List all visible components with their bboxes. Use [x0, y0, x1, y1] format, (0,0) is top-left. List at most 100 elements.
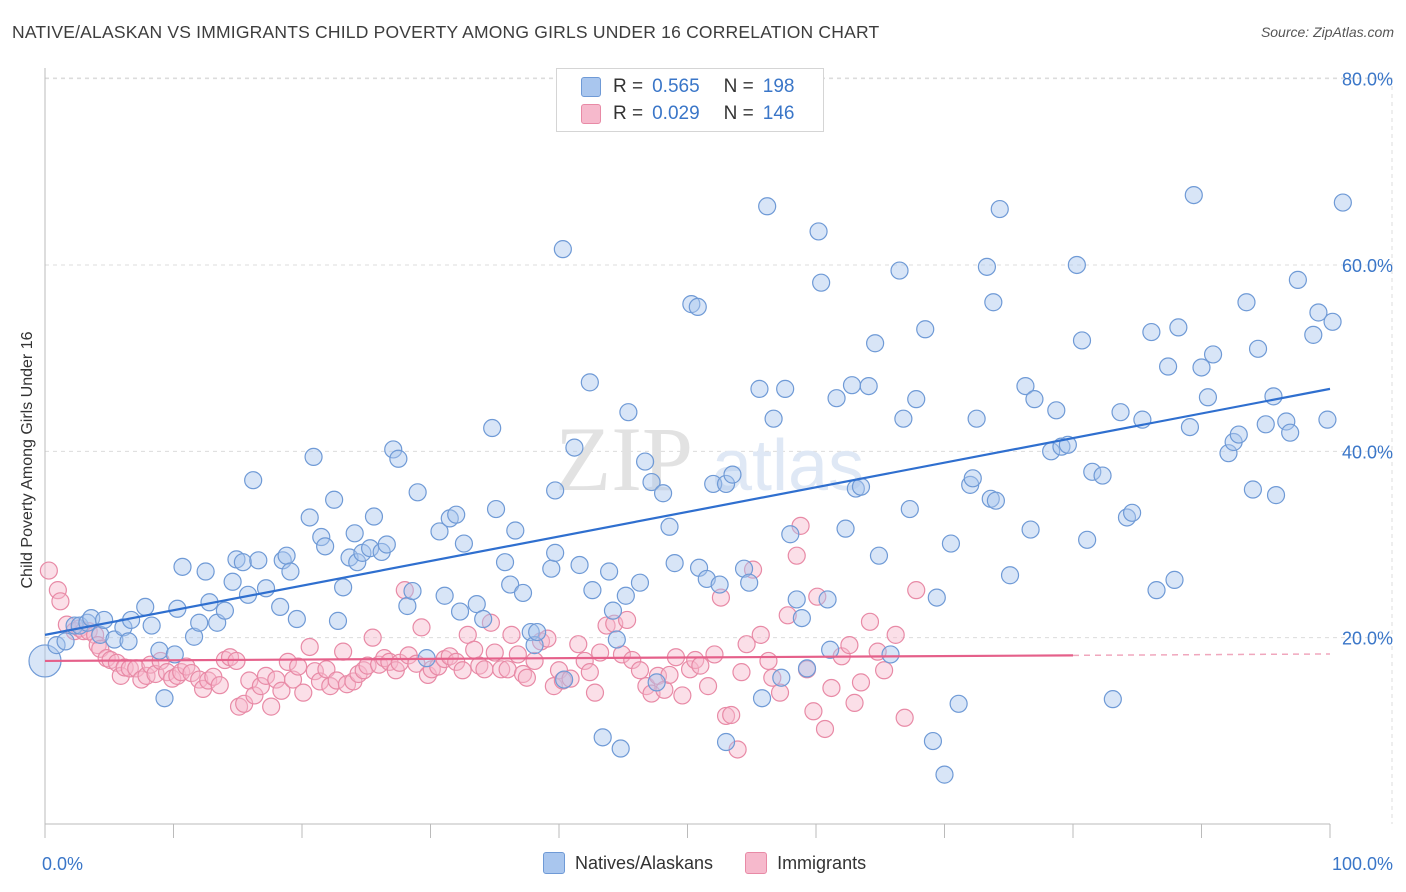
chart-title: NATIVE/ALASKAN VS IMMIGRANTS CHILD POVER…: [12, 22, 880, 42]
legend-swatch-natives: [543, 852, 565, 874]
native-point: [752, 689, 772, 708]
native-point: [616, 586, 635, 605]
native-point: [704, 474, 723, 494]
immigrant-point: [492, 660, 511, 679]
immigrant-point: [716, 706, 736, 726]
native-point: [1323, 312, 1342, 331]
native-point: [435, 586, 454, 605]
native-point: [1266, 486, 1286, 505]
native-point: [277, 546, 296, 565]
native-point: [866, 334, 885, 353]
native-point: [647, 673, 666, 692]
native-point: [513, 583, 533, 603]
native-point: [927, 588, 946, 607]
immigrant-point: [580, 663, 599, 682]
legend-row-immigrants: R = 0.029 N = 146: [581, 102, 794, 126]
legend-r-label: R =: [613, 76, 644, 97]
native-point: [1277, 412, 1296, 431]
native-point: [570, 555, 589, 575]
native-point: [528, 622, 547, 642]
native-point: [710, 575, 729, 594]
native-point: [165, 645, 184, 664]
immigrant-point: [278, 652, 297, 671]
immigrant-point: [778, 606, 797, 625]
native-point: [894, 409, 913, 428]
native-point: [300, 508, 319, 527]
native-point: [1000, 566, 1020, 585]
native-point: [1021, 520, 1040, 539]
immigrant-point: [686, 650, 705, 670]
native-point: [1256, 415, 1275, 434]
immigrant-point: [498, 660, 517, 679]
legend-swatch-immigrants: [581, 104, 601, 124]
native-point: [812, 273, 831, 292]
immigrant-point: [673, 686, 692, 705]
native-point: [990, 199, 1009, 219]
x-tick-label-min: 0.0%: [42, 854, 83, 874]
native-point: [546, 543, 565, 562]
immigrant-point: [575, 651, 594, 671]
immigrant-point: [705, 645, 724, 664]
immigrant-point: [412, 618, 431, 637]
native-point: [716, 732, 736, 752]
native-point: [977, 257, 997, 276]
immigrant-point: [229, 697, 249, 716]
immigrant-point: [305, 662, 324, 681]
native-point: [1111, 403, 1130, 422]
native-point: [827, 389, 846, 408]
native-point: [287, 609, 306, 629]
immigrant-point: [840, 636, 859, 655]
native-point: [447, 505, 466, 524]
immigrant-point: [630, 661, 650, 680]
immigrant-point: [245, 686, 264, 705]
native-point: [334, 578, 353, 597]
native-point: [583, 581, 602, 600]
native-point: [281, 562, 300, 581]
y-tick-label: 80.0%: [1342, 70, 1393, 90]
immigrant-point: [51, 592, 70, 611]
native-point: [1078, 530, 1097, 549]
native-point: [781, 525, 800, 544]
native-point: [821, 640, 840, 659]
native-point: [941, 534, 961, 553]
native-point: [635, 452, 655, 471]
immigrant-point: [465, 640, 484, 659]
native-point: [91, 625, 110, 644]
native-point: [740, 573, 759, 592]
native-point: [1147, 581, 1166, 600]
native-point: [1219, 444, 1238, 463]
immigrant-point: [875, 661, 894, 680]
immigrant-point: [737, 635, 756, 654]
immigrant-point: [517, 668, 536, 687]
native-point: [389, 449, 408, 468]
trend-lines: [44, 387, 1331, 663]
native-point: [215, 601, 234, 620]
legend-row-natives: R = 0.565 N = 198: [581, 75, 794, 99]
immigrant-point: [691, 656, 710, 675]
native-point: [963, 469, 982, 488]
native-point: [986, 491, 1006, 510]
native-point: [772, 668, 791, 687]
native-point: [95, 610, 114, 630]
native-point: [150, 641, 169, 660]
immigrant-point: [722, 705, 741, 725]
immigrant-point: [262, 697, 281, 716]
native-point: [1047, 401, 1066, 420]
native-point: [271, 597, 290, 617]
native-point: [836, 519, 855, 538]
native-point: [244, 471, 263, 490]
native-point: [723, 465, 742, 484]
immigrants-points: [39, 516, 926, 759]
watermark-zip: ZIP: [555, 408, 693, 510]
immigrant-point: [804, 702, 823, 721]
immigrant-point: [732, 663, 751, 682]
native-point: [881, 645, 900, 664]
native-point: [859, 376, 878, 396]
native-point: [454, 534, 474, 553]
native-point: [1243, 480, 1263, 499]
native-point: [665, 554, 684, 573]
native-point: [190, 613, 209, 632]
x-tick-label-max: 100.0%: [1332, 854, 1393, 874]
native-point: [890, 261, 909, 280]
